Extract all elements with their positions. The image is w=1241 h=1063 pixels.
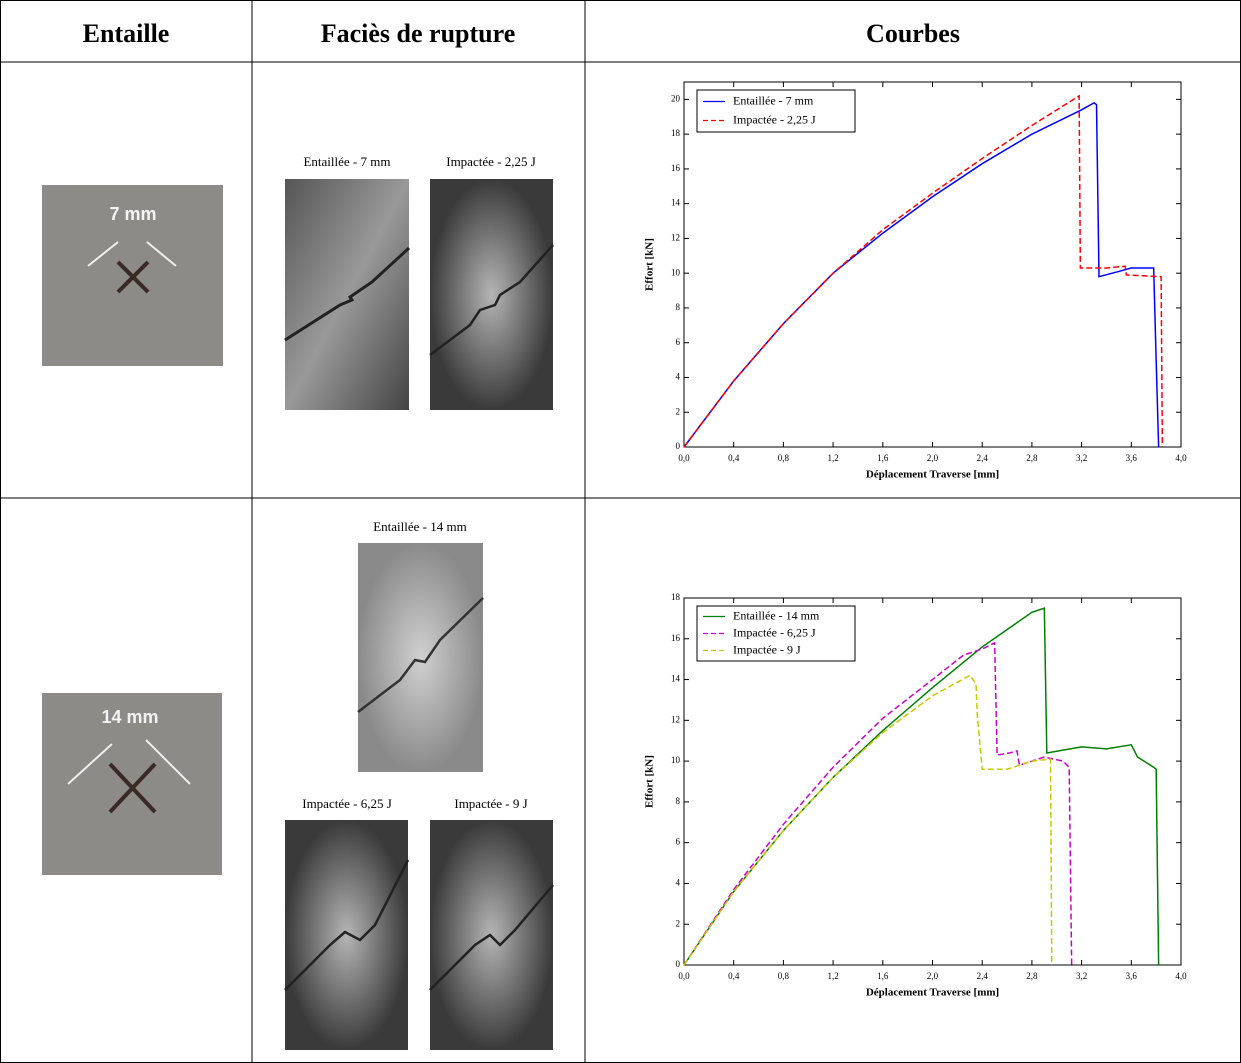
photo-caption: Impactée - 9 J bbox=[454, 796, 527, 811]
x-tick-label: 3,2 bbox=[1076, 453, 1087, 463]
plot-frame bbox=[683, 81, 1182, 448]
y-tick-label: 14 bbox=[671, 198, 681, 208]
header: Entaille bbox=[83, 19, 170, 48]
y-tick-label: 18 bbox=[671, 592, 681, 602]
series-line bbox=[683, 101, 1160, 448]
x-tick-label: 2,8 bbox=[1026, 453, 1038, 463]
x-tick-label: 0,4 bbox=[728, 971, 740, 981]
legend-label: Entaillée - 7 mm bbox=[733, 93, 814, 107]
x-tick-label: 1,6 bbox=[877, 971, 889, 981]
x-tick-label: 0,0 bbox=[678, 453, 690, 463]
y-tick-label: 14 bbox=[671, 674, 681, 684]
series-line bbox=[683, 641, 1073, 966]
y-tick-label: 8 bbox=[676, 796, 681, 806]
x-axis-label: Déplacement Traverse [mm] bbox=[866, 469, 999, 481]
y-axis-label: Effort [kN] bbox=[644, 755, 656, 808]
header: Faciès de rupture bbox=[321, 19, 516, 48]
y-tick-label: 0 bbox=[676, 441, 681, 451]
series-line bbox=[683, 674, 1053, 966]
legend-label: Entaillée - 14 mm bbox=[733, 608, 820, 622]
x-tick-label: 4,0 bbox=[1175, 453, 1187, 463]
x-tick-label: 2,0 bbox=[927, 971, 939, 981]
y-tick-label: 18 bbox=[671, 128, 681, 138]
y-tick-label: 4 bbox=[676, 372, 681, 382]
x-tick-label: 0,8 bbox=[778, 453, 790, 463]
y-tick-label: 12 bbox=[671, 714, 680, 724]
y-tick-label: 6 bbox=[676, 837, 681, 847]
legend-box bbox=[696, 89, 856, 133]
x-tick-label: 2,4 bbox=[977, 453, 989, 463]
x-axis-label: Déplacement Traverse [mm] bbox=[866, 987, 999, 999]
legend-label: Impactée - 6,25 J bbox=[733, 625, 816, 639]
x-tick-label: 3,6 bbox=[1126, 971, 1138, 981]
y-tick-label: 4 bbox=[676, 878, 681, 888]
fracture-photo bbox=[284, 543, 554, 1050]
x-tick-label: 2,8 bbox=[1026, 971, 1038, 981]
series-line bbox=[683, 94, 1164, 448]
x-tick-label: 1,2 bbox=[827, 971, 838, 981]
x-tick-label: 3,2 bbox=[1076, 971, 1087, 981]
y-tick-label: 8 bbox=[676, 302, 681, 312]
x-tick-label: 0,4 bbox=[728, 453, 740, 463]
y-tick-label: 2 bbox=[676, 406, 681, 416]
x-tick-label: 4,0 bbox=[1175, 971, 1187, 981]
x-tick-label: 0,8 bbox=[778, 971, 790, 981]
y-tick-label: 16 bbox=[671, 163, 681, 173]
notch-photo bbox=[42, 693, 222, 875]
y-tick-label: 6 bbox=[676, 337, 681, 347]
x-tick-label: 1,2 bbox=[827, 453, 838, 463]
legend-label: Impactée - 9 J bbox=[733, 642, 801, 656]
y-tick-label: 10 bbox=[671, 267, 681, 277]
y-tick-label: 0 bbox=[676, 959, 681, 969]
series-line bbox=[683, 607, 1160, 966]
legend-label: Impactée - 2,25 J bbox=[733, 112, 816, 126]
notch-photo bbox=[42, 185, 223, 366]
photo-caption: Impactée - 2,25 J bbox=[446, 154, 536, 169]
photo-caption: Entaillée - 7 mm bbox=[303, 154, 390, 169]
photo-caption: Entaillée - 14 mm bbox=[373, 519, 467, 534]
x-tick-label: 2,0 bbox=[927, 453, 939, 463]
y-tick-label: 10 bbox=[671, 755, 681, 765]
y-tick-label: 12 bbox=[671, 232, 680, 242]
notch-label: 7 mm bbox=[109, 204, 156, 224]
y-axis-label: Effort [kN] bbox=[644, 238, 656, 291]
photo-caption: Impactée - 6,25 J bbox=[302, 796, 392, 811]
x-tick-label: 2,4 bbox=[977, 971, 989, 981]
y-tick-label: 20 bbox=[671, 93, 681, 103]
x-tick-label: 0,0 bbox=[678, 971, 690, 981]
x-tick-label: 1,6 bbox=[877, 453, 889, 463]
x-tick-label: 3,6 bbox=[1126, 453, 1138, 463]
notch-label: 14 mm bbox=[101, 707, 158, 727]
header: Courbes bbox=[866, 19, 960, 48]
y-tick-label: 2 bbox=[676, 918, 681, 928]
fracture-photo bbox=[284, 179, 554, 410]
y-tick-label: 16 bbox=[671, 633, 681, 643]
